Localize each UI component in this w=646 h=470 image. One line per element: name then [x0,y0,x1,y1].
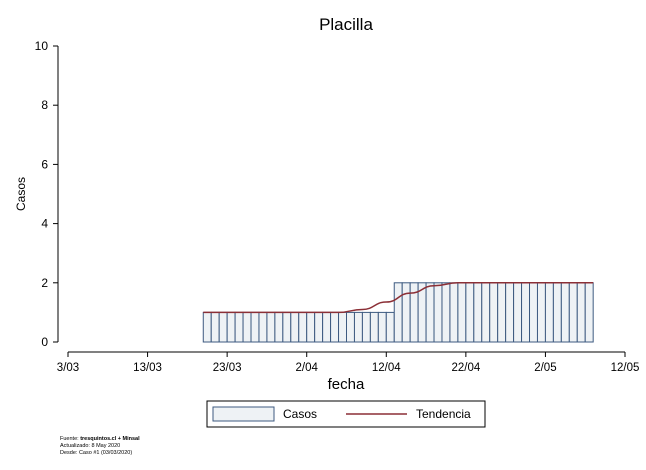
bar [298,311,308,343]
y-tick-label: 4 [41,217,48,231]
bar [346,311,355,343]
bar [536,282,546,343]
bar [234,311,244,343]
y-tick-label: 8 [41,98,48,112]
bar [306,311,316,343]
legend-tendencia-label: Tendencia [416,407,471,421]
bar [266,311,276,343]
bar [226,311,236,343]
y-tick-label: 10 [35,39,49,53]
bar [513,282,523,343]
bar [425,282,435,343]
trend-layer [203,282,594,314]
x-tick-label: 12/05 [611,362,640,374]
bar [441,282,451,343]
bar [250,311,260,343]
bar [338,311,347,343]
y-axis-label: Casos [14,177,28,211]
bar [377,311,387,343]
bar [218,311,228,343]
bar [258,311,268,343]
y-tick-label: 0 [41,335,48,349]
bar [544,282,554,343]
bar [242,311,252,343]
chart-title: Placilla [319,15,373,34]
legend-casos-label: Casos [283,407,317,421]
bar [560,282,570,343]
footnote-since: Desde: Caso #1 (03/03/2020) [60,450,132,456]
footnote-source-bold: tresquintos.cl + Minsal [80,436,140,442]
bar [202,311,212,343]
bar [361,311,371,343]
bar [401,282,411,343]
footnote-source: Fuente: tresquintos.cl + Minsal [60,436,140,442]
bar [473,282,483,343]
bar [369,311,379,343]
bar [529,282,538,343]
legend-casos-swatch [212,406,275,422]
y-tick-label: 2 [41,276,48,290]
legend: Casos Tendencia [206,400,486,428]
bar [481,282,491,343]
y-tick-label: 6 [41,157,48,171]
bar [282,311,292,343]
bar [568,282,578,343]
axes-layer [57,46,625,353]
x-tick-label: 2/05 [534,362,556,374]
bar [449,282,459,343]
footnote-source-prefix: Fuente: [60,436,80,442]
bar [385,311,395,343]
x-tick-label: 2/04 [296,362,319,374]
x-tick-label: 3/03 [57,362,79,374]
bar [290,311,300,343]
x-tick-label: 13/03 [133,362,162,374]
bar [576,282,586,343]
footnote-updated: Actualizado: 8 May 2020 [60,443,120,449]
bar [584,282,594,343]
trend-line [203,282,594,314]
bar [505,282,515,343]
bar [210,311,220,343]
x-tick-label: 23/03 [213,362,242,374]
bar [465,282,475,343]
bar [274,311,284,343]
x-axis-label: fecha [328,376,365,393]
y-ticks: 0 2 4 6 8 10 [35,39,58,349]
bar [314,311,324,343]
x-tick-label: 22/04 [451,362,480,374]
footnote: Fuente: tresquintos.cl + Minsal Actualiz… [60,436,140,456]
bar [393,282,403,343]
bar [457,282,467,343]
bar [353,311,363,343]
x-ticks: 3/03 13/03 23/03 2/04 12/04 22/04 2/05 12/05 [57,352,640,374]
bar [521,282,531,343]
bar [489,282,499,343]
bar [433,282,443,343]
x-tick-label: 12/04 [372,362,401,374]
bar [497,282,507,343]
bar [330,311,340,343]
bar [552,282,562,343]
bar [322,311,332,343]
